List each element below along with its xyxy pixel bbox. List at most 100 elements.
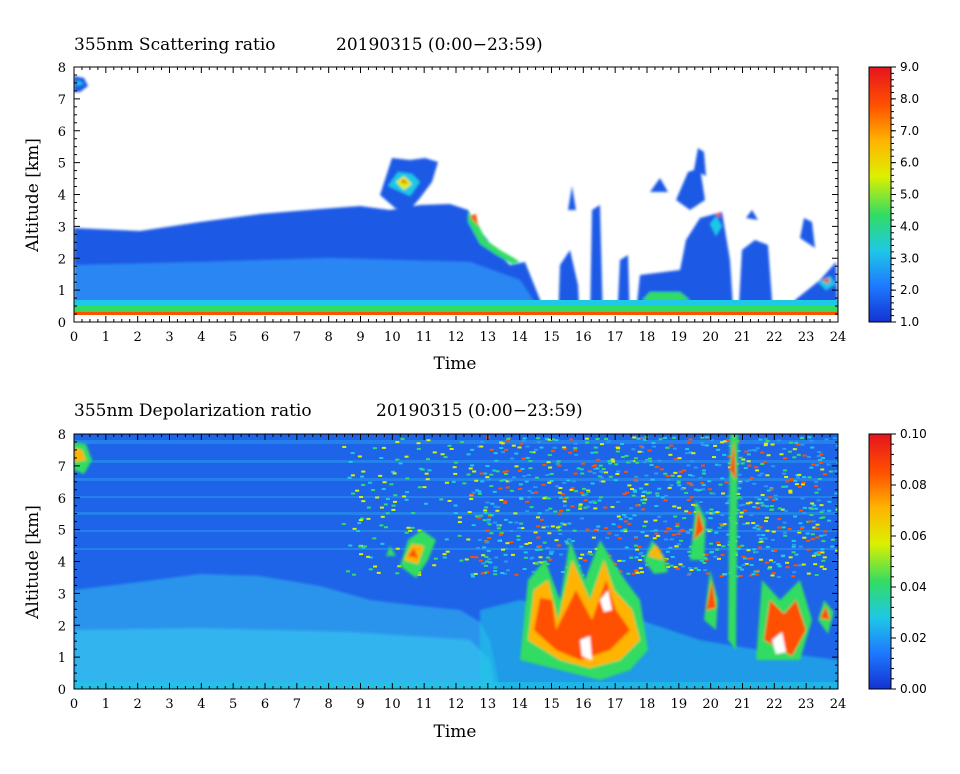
noise-pixel: [721, 492, 726, 495]
noise-pixel: [740, 544, 745, 547]
noise-pixel: [811, 463, 816, 466]
noise-pixel: [593, 529, 598, 532]
noise-pixel: [477, 515, 482, 518]
noise-pixel: [601, 480, 606, 483]
noise-pixel: [384, 526, 389, 529]
noise-pixel: [740, 462, 745, 465]
noise-pixel: [788, 491, 793, 494]
noise-pixel: [802, 512, 807, 515]
noise-pixel: [569, 438, 574, 441]
x-tick-label: 3: [165, 697, 173, 712]
noise-pixel: [583, 559, 588, 562]
noise-pixel: [691, 452, 696, 455]
noise-pixel: [797, 564, 802, 567]
noise-pixel: [752, 505, 757, 508]
noise-pixel: [366, 506, 371, 509]
noise-pixel: [742, 523, 747, 526]
noise-pixel: [485, 501, 490, 504]
noise-pixel: [518, 483, 523, 486]
noise-pixel: [624, 454, 629, 457]
noise-pixel: [499, 479, 504, 482]
noise-pixel: [826, 463, 831, 466]
noise-pixel: [484, 555, 489, 558]
noise-pixel: [676, 543, 681, 546]
noise-pixel: [578, 503, 583, 506]
noise-pixel: [523, 551, 528, 554]
noise-pixel: [836, 509, 838, 512]
noise-pixel: [702, 556, 707, 559]
noise-pixel: [771, 465, 776, 468]
noise-pixel: [555, 485, 560, 488]
noise-pixel: [686, 464, 691, 467]
noise-pixel: [493, 569, 498, 572]
noise-pixel: [471, 524, 476, 527]
noise-pixel: [782, 472, 787, 475]
noise-pixel: [812, 526, 817, 529]
scattering-date: 20190315 (0:00−23:59): [336, 35, 543, 55]
noise-pixel: [663, 538, 668, 541]
noise-pixel: [809, 466, 814, 469]
noise-pixel: [361, 500, 366, 503]
noise-pixel: [791, 575, 796, 578]
noise-pixel: [503, 500, 508, 503]
noise-pixel: [608, 554, 613, 557]
noise-pixel: [793, 479, 798, 482]
noise-pixel: [640, 499, 645, 502]
noise-pixel: [755, 447, 760, 450]
noise-pixel: [591, 536, 596, 539]
noise-pixel: [355, 489, 360, 492]
noise-pixel: [537, 441, 542, 444]
noise-pixel: [439, 498, 444, 501]
noise-pixel: [372, 447, 377, 450]
noise-pixel: [723, 572, 728, 575]
noise-pixel: [755, 570, 760, 573]
noise-pixel: [596, 458, 601, 461]
noise-pixel: [806, 539, 811, 542]
noise-pixel: [570, 487, 575, 490]
noise-pixel: [529, 557, 534, 560]
noise-pixel: [785, 561, 790, 564]
noise-pixel: [717, 526, 722, 529]
noise-pixel: [598, 464, 603, 467]
noise-pixel: [708, 528, 713, 531]
noise-pixel: [504, 448, 509, 451]
noise-pixel: [617, 559, 622, 562]
noise-pixel: [432, 451, 437, 454]
noise-pixel: [634, 479, 639, 482]
noise-pixel: [608, 462, 613, 465]
noise-pixel: [460, 441, 465, 444]
noise-pixel: [746, 549, 751, 552]
noise-pixel: [719, 575, 724, 578]
noise-pixel: [755, 469, 760, 472]
x-tick-label: 3: [165, 330, 173, 345]
noise-pixel: [453, 512, 458, 515]
noise-pixel: [817, 552, 822, 555]
noise-pixel: [410, 526, 415, 529]
noise-pixel: [713, 555, 718, 558]
x-tick-label: 21: [734, 697, 751, 712]
noise-pixel: [449, 447, 454, 450]
noise-pixel: [745, 502, 750, 505]
noise-pixel: [822, 556, 827, 559]
noise-pixel: [516, 535, 521, 538]
noise-pixel: [622, 513, 627, 516]
noise-pixel: [639, 487, 644, 490]
noise-pixel: [493, 452, 498, 455]
noise-pixel: [395, 458, 400, 461]
noise-pixel: [748, 501, 753, 504]
colorbar-tick-label: 1.0: [900, 315, 919, 329]
noise-pixel: [756, 506, 761, 509]
noise-pixel: [635, 461, 640, 464]
noise-pixel: [514, 452, 519, 455]
noise-pixel: [486, 536, 491, 539]
noise-pixel: [711, 511, 716, 514]
noise-pixel: [586, 489, 591, 492]
noise-pixel: [632, 572, 637, 575]
noise-pixel: [361, 470, 366, 473]
noise-pixel: [381, 446, 386, 449]
noise-pixel: [766, 454, 771, 457]
noise-pixel: [640, 446, 645, 449]
noise-pixel: [597, 475, 602, 478]
noise-pixel: [814, 484, 819, 487]
noise-pixel: [830, 545, 835, 548]
